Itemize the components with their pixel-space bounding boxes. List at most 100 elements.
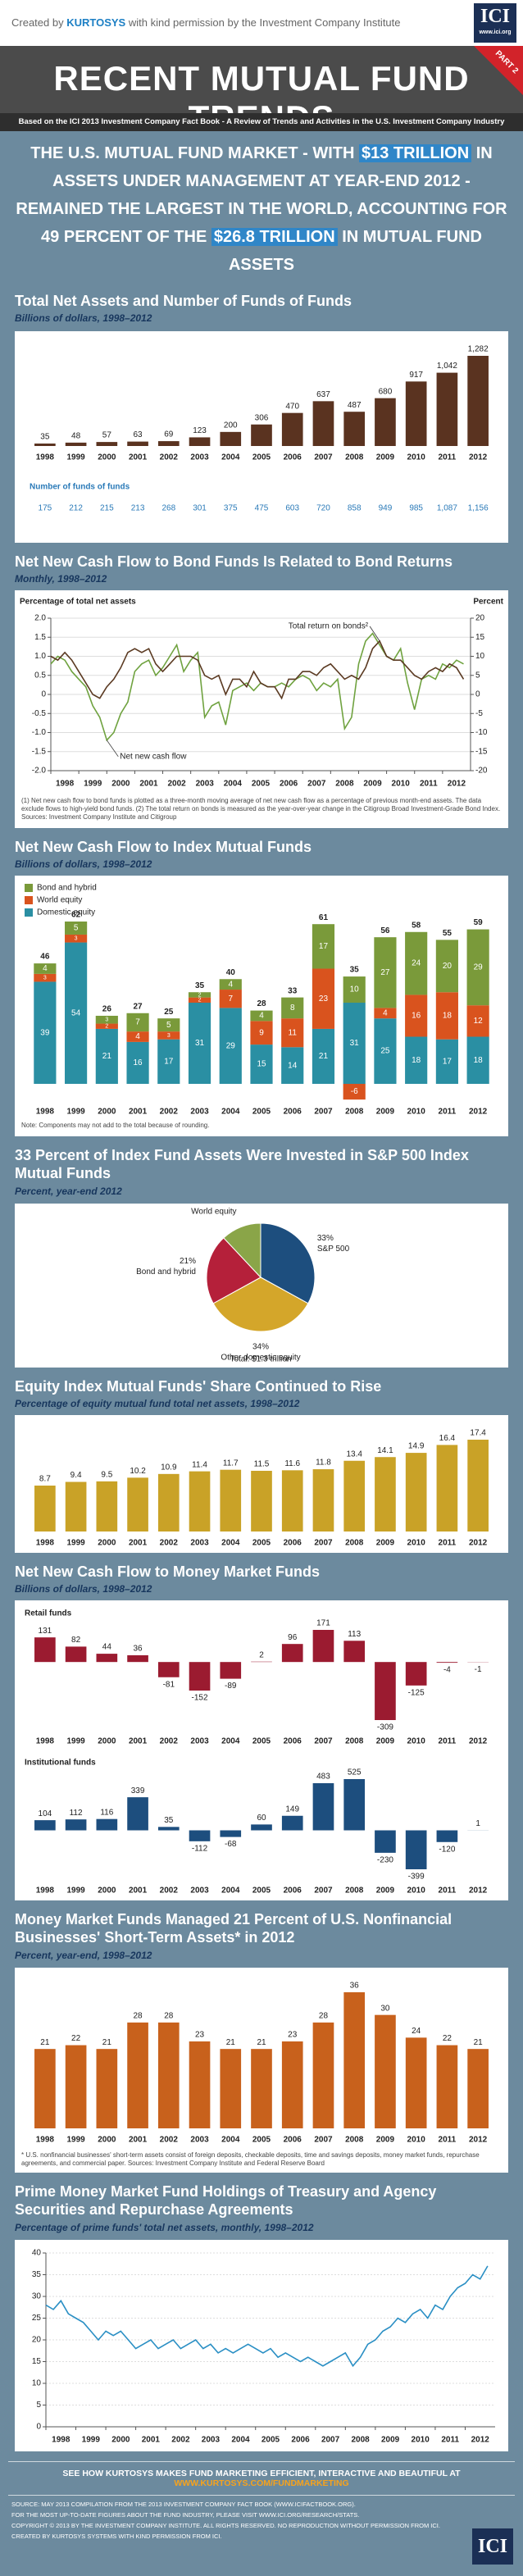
table-label: Number of funds of funds bbox=[30, 483, 130, 492]
bar-label: 30 bbox=[380, 2004, 390, 2013]
total-label: 35 bbox=[195, 981, 205, 990]
bar-label: -112 bbox=[192, 1844, 208, 1853]
bar-label: 483 bbox=[316, 1773, 330, 1782]
bar-label: 35 bbox=[40, 433, 50, 442]
part-tag: PART 2 bbox=[474, 46, 523, 95]
x-tick-label: 1999 bbox=[66, 1886, 85, 1896]
chart-title: Net New Cash Flow to Index Mutual Funds bbox=[15, 839, 312, 855]
bar-label: 116 bbox=[100, 1808, 113, 1817]
x-tick-label: 2010 bbox=[407, 1737, 426, 1746]
x-tick-label: 2003 bbox=[190, 2136, 209, 2145]
intro-text: IN MUTUAL FUND ASSETS bbox=[228, 228, 482, 274]
chart-title: Total Net Assets and Number of Funds of … bbox=[15, 293, 352, 309]
x-tick-label: 2003 bbox=[190, 1886, 209, 1896]
segment-label: 4 bbox=[228, 980, 233, 989]
bar-label: 17.4 bbox=[470, 1429, 486, 1438]
y-tick-label: 15 bbox=[32, 2357, 42, 2366]
bar bbox=[405, 2037, 427, 2128]
total-label: 27 bbox=[134, 1002, 143, 1011]
bar-segment bbox=[281, 1047, 304, 1084]
panel-label: Retail funds bbox=[25, 1609, 72, 1618]
x-tick-label: 2008 bbox=[351, 2436, 370, 2445]
table-value: 1,156 bbox=[468, 504, 489, 513]
x-tick-label: 1999 bbox=[84, 780, 102, 789]
chart: 3934461998543562199921232620001647272001… bbox=[25, 884, 489, 1117]
y-tick-label: -1.0 bbox=[32, 728, 47, 737]
cta-link[interactable]: WWW.KURTOSYS.COM/FUNDMARKETING bbox=[174, 2478, 349, 2488]
bar bbox=[34, 1486, 56, 1531]
bar-segment bbox=[435, 940, 458, 993]
credit: Created by KURTOSYS with kind permission… bbox=[11, 16, 401, 29]
line-series bbox=[45, 2265, 489, 2368]
x-tick-label: 2001 bbox=[129, 1539, 148, 1548]
bar-segment bbox=[188, 992, 211, 998]
chart: 35 1998 48 1999 57 2000 63 2001 69 2002 123 2003 200… bbox=[30, 345, 489, 513]
x-tick-label: 1998 bbox=[36, 1108, 55, 1117]
x-tick-label: 2006 bbox=[284, 2136, 302, 2145]
bar-label: 22 bbox=[443, 2034, 453, 2043]
bar-label: 306 bbox=[255, 413, 269, 422]
bar bbox=[467, 356, 489, 446]
pie-total: Total: $1.3 trillion bbox=[230, 1355, 291, 1364]
slice-value: 21% bbox=[180, 1257, 196, 1266]
bar-label: 44 bbox=[102, 1643, 112, 1652]
credit-suffix: with kind permission by the Investment C… bbox=[128, 16, 401, 29]
bar-segment bbox=[466, 1036, 489, 1084]
bar-segment bbox=[250, 1045, 273, 1084]
x-tick-label: 2007 bbox=[314, 1886, 333, 1896]
bar-label: 10.9 bbox=[161, 1463, 177, 1472]
segment-label: 2 bbox=[198, 992, 202, 998]
intro-text: IN ASSETS UNDER MANAGEMENT AT YEAR-END 2… bbox=[16, 144, 507, 246]
y-tick-label: 0 bbox=[36, 2423, 41, 2432]
segment-label: 11 bbox=[289, 1028, 298, 1037]
table-value: 985 bbox=[409, 504, 423, 513]
x-tick-label: 2002 bbox=[160, 1886, 179, 1896]
annotation-leader bbox=[369, 626, 380, 642]
y-tick-label: 30 bbox=[32, 2292, 42, 2301]
legend-swatch bbox=[25, 884, 33, 892]
series-annotation: Net new cash flow bbox=[120, 752, 187, 761]
x-tick-label: 2004 bbox=[221, 1737, 240, 1746]
chart-subtitle: Percentage of prime funds' total net ass… bbox=[15, 2222, 314, 2233]
y-tick-label: 35 bbox=[32, 2270, 42, 2279]
bar-label: 13.4 bbox=[346, 1450, 362, 1459]
bar bbox=[343, 1779, 366, 1831]
bar-label: 525 bbox=[348, 1768, 362, 1777]
segment-label: 4 bbox=[135, 1032, 140, 1041]
x-tick-label: 2011 bbox=[439, 2136, 457, 2145]
table-value: 301 bbox=[193, 504, 207, 513]
total-label: 56 bbox=[380, 926, 390, 935]
bar-segment bbox=[126, 1041, 149, 1084]
x-tick-label: 2011 bbox=[441, 2436, 459, 2445]
bar bbox=[34, 443, 56, 446]
segment-label: 4 bbox=[383, 1008, 388, 1017]
segment-label: 3 bbox=[167, 1033, 171, 1039]
bar-label: 1 bbox=[475, 1819, 480, 1828]
bar-segment bbox=[343, 1003, 366, 1084]
source-line: COPYRIGHT © 2013 BY THE INVESTMENT COMPA… bbox=[11, 2522, 440, 2529]
x-tick-label: 1999 bbox=[66, 453, 85, 462]
bar-segment bbox=[405, 994, 428, 1037]
x-tick-label: 2011 bbox=[439, 453, 457, 462]
x-tick-label: 2001 bbox=[129, 1886, 148, 1896]
x-tick-label: 2000 bbox=[98, 1737, 116, 1746]
total-label: 35 bbox=[350, 966, 360, 975]
x-tick-label: 2011 bbox=[439, 1737, 457, 1746]
chart: 2.0 1.5 1.0 0.5 0 -0.5 -1.0 -1.5 -2.0 20 15 10 5 0 -5 -… bbox=[20, 598, 504, 789]
x-tick-label: 1998 bbox=[52, 2436, 70, 2445]
bar-label: 123 bbox=[193, 426, 207, 435]
x-tick-label: 2003 bbox=[190, 1108, 209, 1117]
bar-label: 28 bbox=[164, 2012, 174, 2021]
segment-label: 18 bbox=[412, 1056, 421, 1065]
table-value: 949 bbox=[379, 504, 393, 513]
banner-subtitle: Based on the ICI 2013 Investment Company… bbox=[0, 113, 523, 131]
bar bbox=[96, 1481, 118, 1531]
bar bbox=[65, 1819, 87, 1831]
y-tick-label: 10 bbox=[32, 2379, 42, 2388]
x-tick-label: 2010 bbox=[407, 1539, 426, 1548]
segment-label: 5 bbox=[166, 1021, 171, 1030]
bar-segment bbox=[219, 990, 242, 1008]
bar-segment bbox=[65, 934, 88, 943]
bar bbox=[34, 1637, 56, 1663]
bar-segment bbox=[281, 997, 304, 1019]
